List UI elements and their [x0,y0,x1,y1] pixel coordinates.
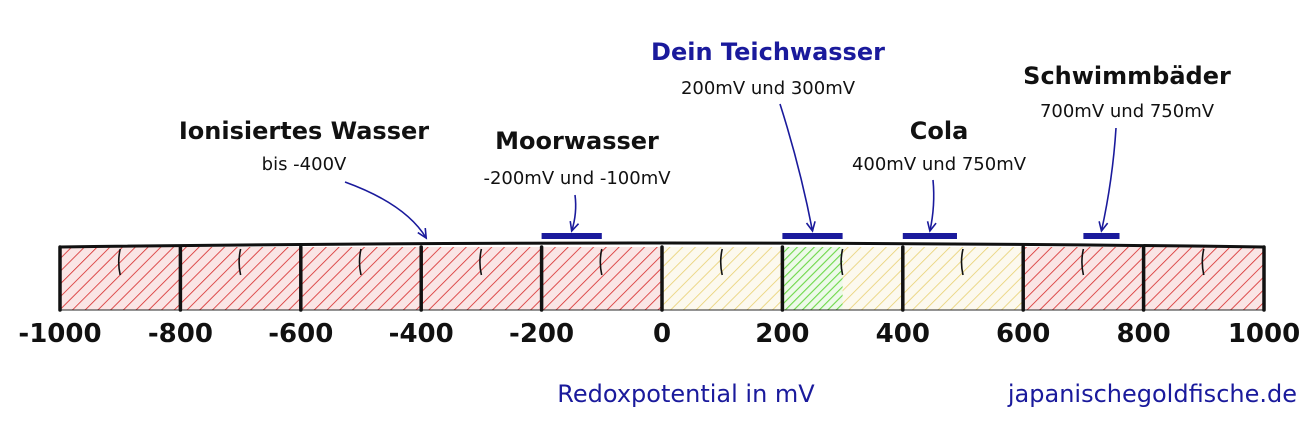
marker-subtitle-ionisiert: bis -400V [262,154,347,175]
zone-hatch-2 [782,247,843,310]
zone-hatch-1 [662,247,783,310]
minor-tick-300 [840,248,844,276]
bar-top-line [59,241,1265,249]
marker-arrowhead-schwimm [1098,221,1109,233]
tick-label-1000: 1000 [1228,319,1300,349]
marker-arrow-cola [929,179,935,232]
marker-cola: Cola 400mV und 750mV [852,117,1027,239]
marker-arrow-schwimm [1100,127,1117,232]
tick-label-200: 200 [755,319,809,349]
tick-label-600: 600 [996,319,1050,349]
marker-subtitle-moor: -200mV und -100mV [483,168,671,189]
minor-tick-100 [719,248,723,276]
marker-title-cola: Cola [910,117,969,145]
marker-arrow-moor [570,194,577,232]
marker-subtitle-teich: 200mV und 300mV [681,78,856,99]
tick-label--800: -800 [148,319,213,349]
marker-arrowhead-teich [805,221,816,233]
marker-arrow-ionisiert [344,181,427,239]
scale-ticks [58,245,1266,312]
marker-title-schwimm: Schwimmbäder [1023,62,1231,90]
minor-tick-900 [1201,248,1205,276]
marker-title-moor: Moorwasser [495,127,659,155]
minor-tick--100 [599,248,603,276]
scale-tick-labels: -1000 -800 -600 -400 -200 0 200 400 600 800 1000 [18,319,1300,349]
marker-subtitle-schwimm: 700mV und 750mV [1040,101,1215,122]
minor-tick--300 [479,248,483,276]
marker-title-teich: Dein Teichwasser [651,38,885,66]
tick-label--400: -400 [389,319,454,349]
minor-tick--700 [238,248,242,276]
minor-tick--900 [117,248,121,276]
minor-tick-500 [960,248,964,276]
tick-label-400: 400 [876,319,930,349]
axis-title: Redoxpotential in mV [557,380,815,408]
tick-label-0: 0 [653,319,671,349]
zone-hatch-0 [60,247,662,310]
marker-ionisiert: Ionisiertes Wasser bis -400V [179,117,429,240]
marker-teich: Dein Teichwasser 200mV und 300mV [651,38,885,239]
tick-label--1000: -1000 [18,319,101,349]
marker-schwimm: Schwimmbäder 700mV und 750mV [1023,62,1231,239]
marker-subtitle-cola: 400mV und 750mV [852,154,1027,175]
tick-label--200: -200 [509,319,574,349]
zone-hatch-3 [842,247,1024,310]
marker-arrow-teich [779,103,814,232]
marker-moor: Moorwasser -200mV und -100mV [483,127,671,239]
website-label: japanischegoldfische.de [1007,380,1297,408]
marker-arrowhead-moor [569,220,580,233]
minor-tick--500 [358,248,362,276]
minor-tick-700 [1081,248,1085,276]
marker-title-ionisiert: Ionisiertes Wasser [179,117,429,145]
marker-arrowhead-cola [926,221,937,233]
value-markers: Ionisiertes Wasser bis -400V Moorwasser -20… [179,38,1231,240]
tick-label--600: -600 [268,319,333,349]
marker-arrowhead-ionisiert [417,227,428,240]
tick-label-800: 800 [1116,319,1170,349]
